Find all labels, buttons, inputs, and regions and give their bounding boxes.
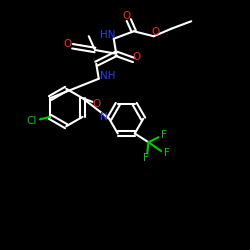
Text: F: F <box>143 153 149 163</box>
Text: HN: HN <box>100 30 115 40</box>
Text: O: O <box>122 11 130 21</box>
Text: O: O <box>151 27 159 37</box>
Text: O: O <box>63 39 72 49</box>
Text: F: F <box>164 148 170 158</box>
Text: NH: NH <box>100 71 115 81</box>
Text: Cl: Cl <box>26 116 36 126</box>
Text: N: N <box>100 112 108 122</box>
Text: O: O <box>92 99 101 109</box>
Text: F: F <box>160 130 166 140</box>
Text: O: O <box>132 52 141 62</box>
